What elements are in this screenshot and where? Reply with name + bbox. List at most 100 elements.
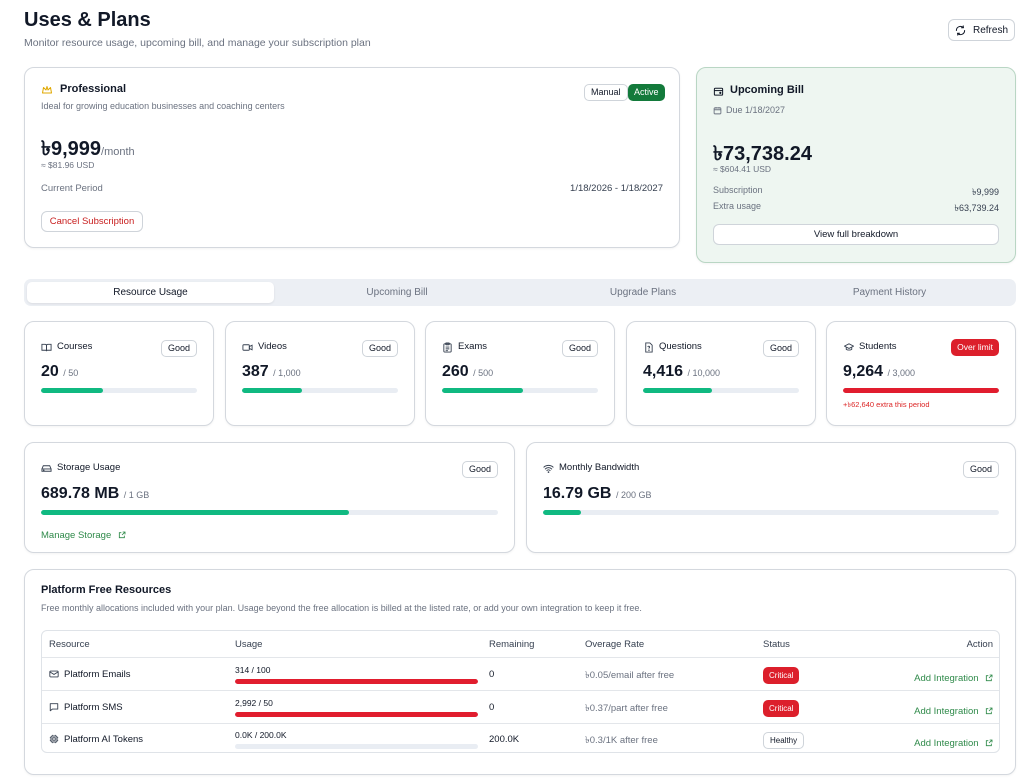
external-link-icon [985, 674, 993, 682]
plan-card: Professional Ideal for growing education… [24, 67, 680, 248]
resource-name: Platform SMS [64, 702, 123, 713]
extra-usage-value: ৳63,739.24 [954, 203, 999, 213]
active-badge: Active [628, 84, 665, 101]
bandwidth-progress [543, 510, 999, 515]
status-badge: Good [762, 340, 799, 357]
bandwidth-value-row: 16.79 GB / 200 GB [543, 485, 651, 503]
table-row: Platform SMS 2,992 / 50 0 ৳0.37/part aft… [42, 691, 999, 723]
remaining-value: 0 [489, 669, 495, 680]
tab-upcoming-bill[interactable]: Upcoming Bill [366, 287, 428, 298]
usage-progress-fill [442, 388, 524, 393]
status-badge: Over limit [951, 339, 999, 356]
bandwidth-progress-fill [543, 510, 582, 515]
question-file-icon [643, 342, 654, 353]
usage-progress [442, 388, 598, 393]
remaining-value: 0 [489, 702, 495, 713]
status-badge: Good [561, 340, 598, 357]
manage-storage-link[interactable]: Manage Storage [41, 525, 126, 543]
subscription-value: ৳9,999 [971, 187, 999, 197]
storage-status-badge: Good [461, 461, 498, 478]
column-header: Remaining [489, 639, 535, 650]
bill-usd: ≈ $604.41 USD [713, 164, 772, 174]
usage-value-row: 260 / 500 [442, 363, 493, 381]
row-status-badge: Critical [763, 667, 800, 684]
refresh-label: Refresh [972, 24, 1008, 36]
usage-value: 9,264 [843, 363, 884, 380]
overage-rate: ৳0.37/part after free [585, 703, 668, 714]
row-status-badge: Critical [763, 700, 800, 717]
platform-description: Free monthly allocations included with y… [41, 603, 642, 613]
book-icon [41, 342, 52, 353]
storage-value: 689.78 MB [41, 485, 120, 502]
storage-progress-fill [41, 510, 350, 515]
cpu-icon [49, 734, 59, 744]
plan-name: Professional [60, 83, 127, 95]
usage-progress-fill [41, 388, 104, 393]
row-divider [42, 723, 999, 724]
cancel-subscription-button[interactable]: Cancel Subscription [41, 211, 143, 232]
add-integration-label: Add Integration [914, 738, 979, 749]
add-integration-link[interactable]: Add Integration [914, 668, 993, 686]
usage-progress [643, 388, 799, 393]
manage-storage-label: Manage Storage [41, 530, 112, 541]
tab-upgrade-plans[interactable]: Upgrade Plans [609, 287, 677, 298]
platform-title: Platform Free Resources [41, 584, 172, 596]
crown-icon [41, 84, 53, 96]
wallet-icon [713, 86, 724, 97]
usage-progress [843, 388, 999, 393]
row-usage-progress-fill [235, 712, 478, 717]
tab-resource-usage[interactable]: Resource Usage [27, 282, 274, 303]
overage-rate: ৳0.3/1K after free [585, 735, 658, 746]
usage-value: 4,416 [643, 363, 684, 380]
refresh-icon [955, 24, 966, 36]
usage-label: Students [859, 341, 897, 352]
usage-limit: / 50 [63, 368, 79, 378]
message-icon [49, 702, 59, 712]
row-status-badge: Healthy [763, 732, 805, 749]
table-row: Platform AI Tokens 0.0K / 200.0K 200.0K … [42, 724, 999, 752]
storage-progress [41, 510, 498, 515]
status-badge: Good [160, 340, 197, 357]
add-integration-link[interactable]: Add Integration [914, 733, 993, 751]
upcoming-bill-card: Upcoming Bill Due 1/18/2027 ৳73,738.24 ≈… [696, 67, 1016, 263]
storage-value-row: 689.78 MB / 1 GB [41, 485, 149, 503]
calendar-icon [713, 106, 722, 115]
bandwidth-status-badge: Good [962, 461, 999, 478]
usage-value: 20 [41, 363, 59, 380]
add-integration-link[interactable]: Add Integration [914, 701, 993, 719]
usage-card-courses: Courses Good 20 / 50 [24, 321, 214, 426]
resource-name: Platform Emails [64, 669, 131, 680]
refresh-button[interactable]: Refresh [948, 19, 1015, 41]
overage-rate: ৳0.05/email after free [585, 670, 675, 681]
row-divider [42, 690, 999, 691]
extra-usage-label: Extra usage [713, 201, 762, 211]
status-badge: Good [361, 340, 398, 357]
column-header: Action [966, 639, 993, 650]
table-row: Platform Emails 314 / 100 0 ৳0.05/email … [42, 658, 999, 690]
usage-value-row: 387 / 1,000 [242, 363, 301, 381]
usage-limit: / 500 [473, 368, 494, 378]
row-divider [42, 657, 999, 658]
plan-usd: ≈ $81.96 USD [41, 160, 95, 170]
tab-payment-history[interactable]: Payment History [852, 287, 927, 298]
video-icon [242, 342, 253, 353]
view-breakdown-button[interactable]: View full breakdown [713, 224, 999, 245]
usage-progress-fill [643, 388, 712, 393]
period-value: 1/18/2026 - 1/18/2027 [570, 183, 663, 194]
usage-limit: / 3,000 [887, 368, 916, 378]
plan-price-unit: /month [101, 146, 135, 158]
add-integration-label: Add Integration [914, 706, 979, 717]
bill-amount: ৳73,738.24 [713, 143, 812, 165]
mail-icon [49, 669, 59, 679]
hard-drive-icon [41, 463, 52, 474]
wifi-icon [543, 463, 554, 474]
bill-title: Upcoming Bill [730, 84, 804, 96]
usage-progress [41, 388, 197, 393]
storage-card: Storage Usage Good 689.78 MB / 1 GB Mana… [24, 442, 515, 553]
usage-label: Questions [659, 341, 702, 352]
tab-bar: Resource Usage Upcoming Bill Upgrade Pla… [24, 279, 1016, 306]
remaining-value: 200.0K [489, 734, 520, 745]
plan-price: ৳9,999 [41, 138, 102, 160]
column-header: Resource [49, 639, 90, 650]
usage-limit: / 10,000 [687, 368, 721, 378]
